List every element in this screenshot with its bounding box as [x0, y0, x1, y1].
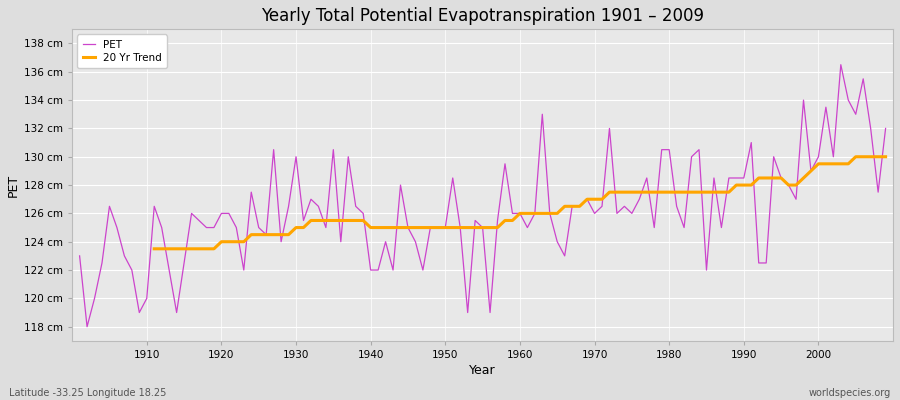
- PET: [880, 126, 891, 131]
- 20 Yr Trend: [850, 154, 861, 159]
- 20 Yr Trend: [537, 211, 548, 216]
- Text: worldspecies.org: worldspecies.org: [809, 388, 891, 398]
- Text: Latitude -33.25 Longitude 18.25: Latitude -33.25 Longitude 18.25: [9, 388, 166, 398]
- PET: [74, 254, 85, 258]
- 20 Yr Trend: [343, 218, 354, 223]
- PET: [835, 62, 846, 67]
- Y-axis label: PET: PET: [7, 174, 20, 197]
- Line: PET: PET: [79, 65, 886, 327]
- PET: [611, 211, 622, 216]
- 20 Yr Trend: [148, 246, 159, 251]
- 20 Yr Trend: [724, 190, 734, 194]
- PET: [306, 197, 317, 202]
- PET: [82, 324, 93, 329]
- 20 Yr Trend: [515, 211, 526, 216]
- PET: [350, 204, 361, 209]
- 20 Yr Trend: [320, 218, 331, 223]
- 20 Yr Trend: [880, 154, 891, 159]
- Legend: PET, 20 Yr Trend: PET, 20 Yr Trend: [77, 34, 167, 68]
- PET: [515, 211, 526, 216]
- PET: [141, 296, 152, 301]
- Line: 20 Yr Trend: 20 Yr Trend: [154, 157, 886, 249]
- X-axis label: Year: Year: [469, 364, 496, 377]
- PET: [522, 225, 533, 230]
- 20 Yr Trend: [373, 225, 383, 230]
- Title: Yearly Total Potential Evapotranspiration 1901 – 2009: Yearly Total Potential Evapotranspiratio…: [261, 7, 704, 25]
